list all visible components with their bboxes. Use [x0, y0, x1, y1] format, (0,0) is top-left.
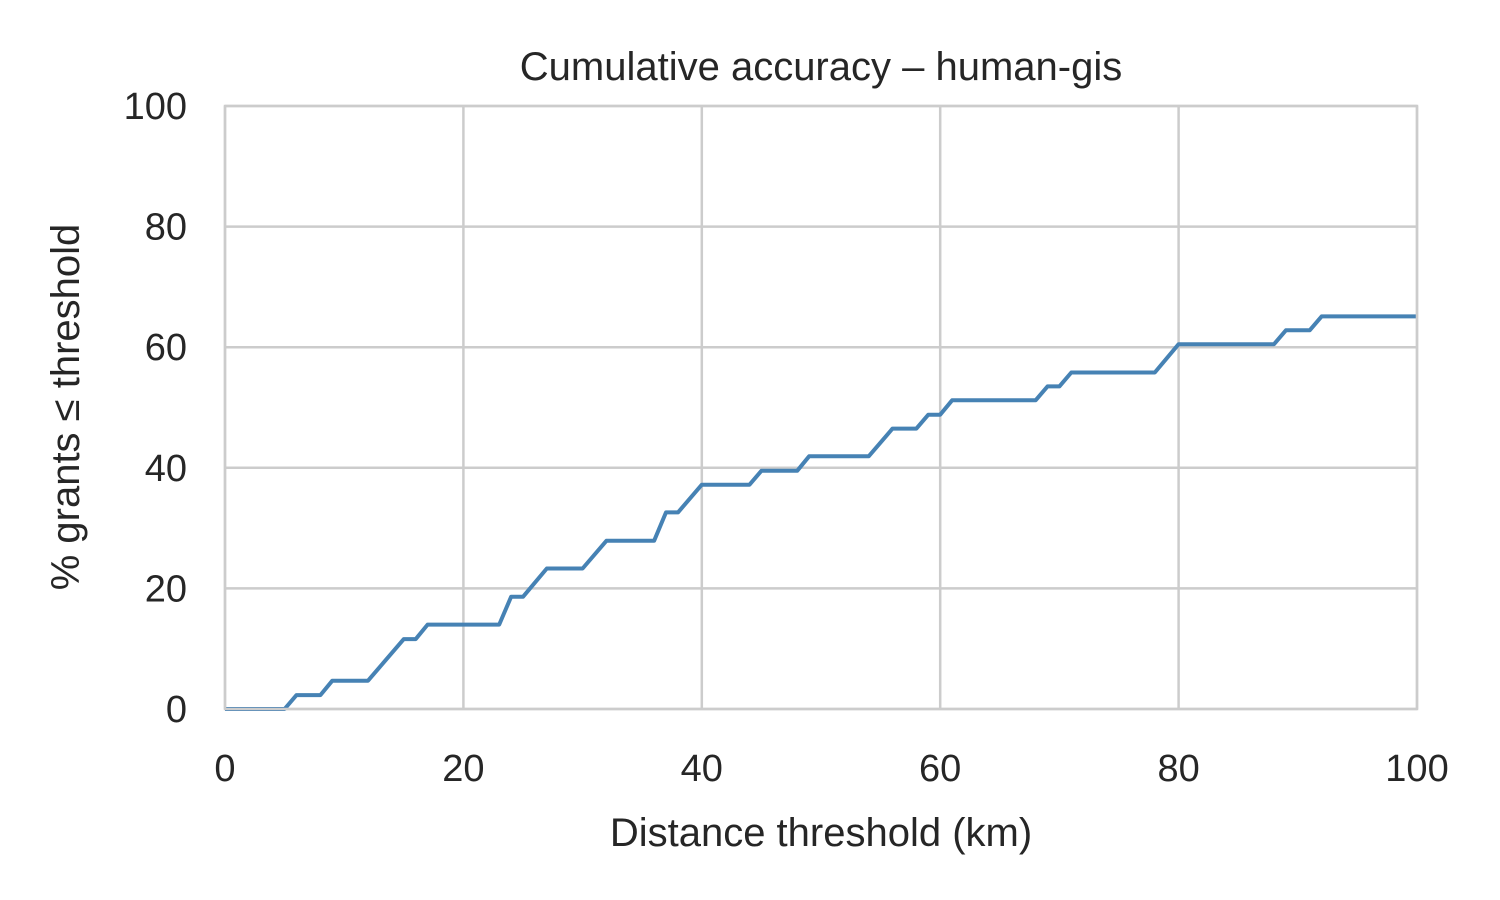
- chart-title: Cumulative accuracy – human-gis: [520, 45, 1122, 89]
- x-tick-labels: 0 20 40 60 80 100: [214, 748, 1448, 790]
- series-line-0: [225, 314, 1417, 711]
- x-tick-label-2: 40: [681, 748, 723, 790]
- series-layer: [225, 314, 1417, 711]
- x-tick-label-1: 20: [442, 748, 484, 790]
- x-axis-label: Distance threshold (km): [610, 811, 1032, 855]
- plot-area: [225, 106, 1417, 709]
- y-axis-label: % grants ≤ threshold: [44, 224, 88, 591]
- y-tick-label-3: 60: [145, 327, 187, 369]
- x-tick-label-0: 0: [214, 748, 235, 790]
- plot-frame: [223, 104, 1419, 711]
- x-tick-label-4: 80: [1157, 748, 1199, 790]
- y-tick-labels: 0 20 40 60 80 100: [124, 86, 187, 731]
- x-tick-label-5: 100: [1385, 748, 1448, 790]
- x-tick-label-3: 60: [919, 748, 961, 790]
- y-tick-label-0: 0: [166, 689, 187, 731]
- y-tick-label-1: 20: [145, 568, 187, 610]
- y-tick-label-5: 100: [124, 86, 187, 128]
- y-tick-label-2: 40: [145, 448, 187, 490]
- y-tick-label-4: 80: [145, 207, 187, 249]
